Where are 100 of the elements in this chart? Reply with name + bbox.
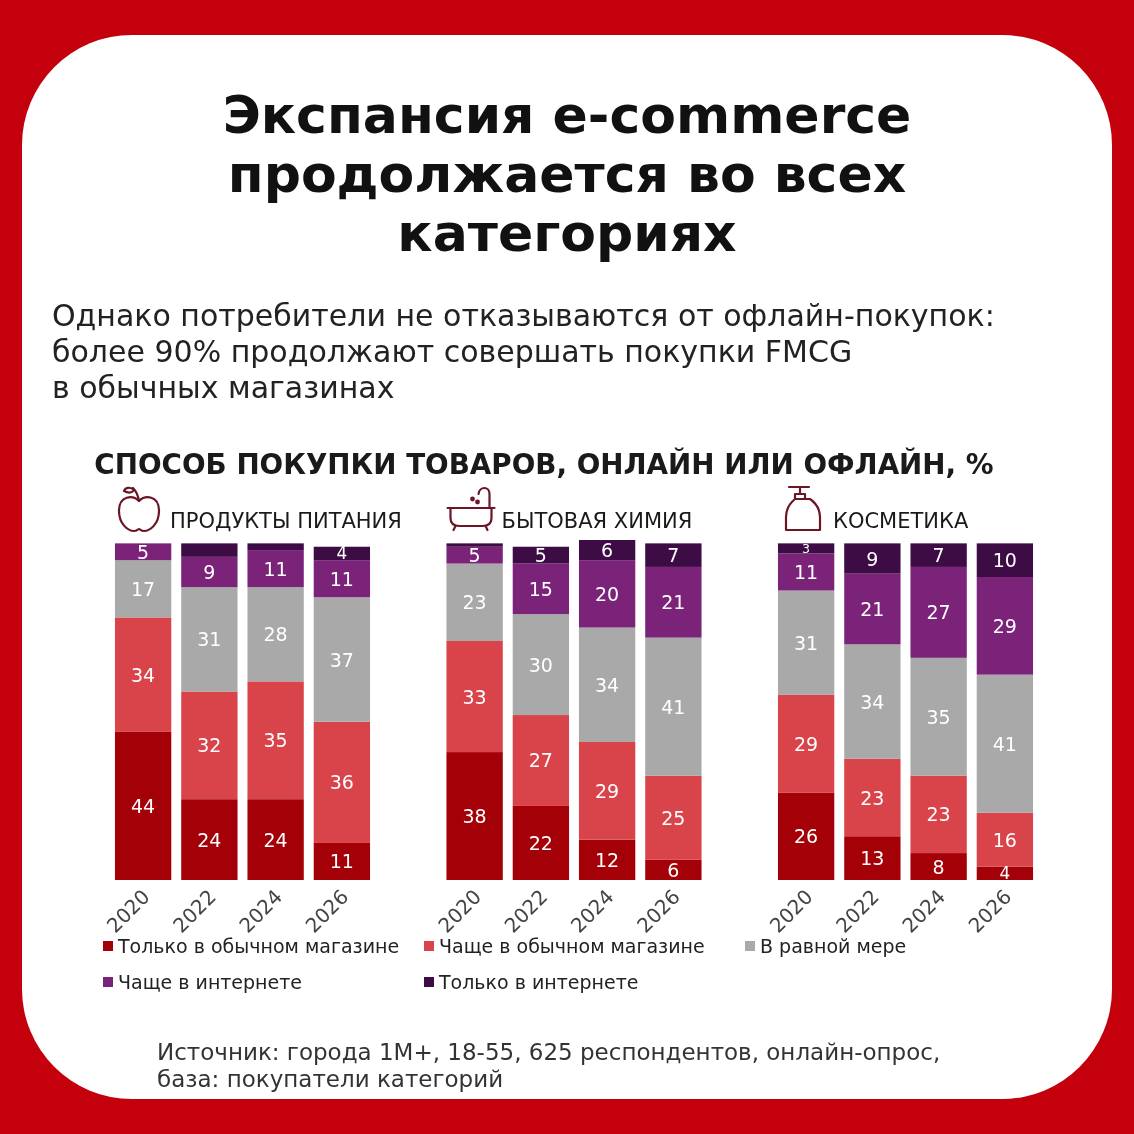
bar xyxy=(247,799,304,880)
chart-title: ПРОДУКТЫ ПИТАНИЯ xyxy=(170,509,402,533)
data-label: 34 xyxy=(860,690,885,713)
bar xyxy=(247,543,304,551)
chart-title: КОСМЕТИКА xyxy=(833,509,969,533)
bar xyxy=(181,691,238,800)
bar xyxy=(777,543,835,554)
legend-label: Чаще в интернете xyxy=(118,971,302,993)
data-label: 8 xyxy=(932,855,945,878)
data-label: 15 xyxy=(528,577,553,600)
data-label: 16 xyxy=(992,828,1017,851)
data-label: 30 xyxy=(528,653,553,676)
data-label: 4 xyxy=(999,863,1011,884)
data-label: 6 xyxy=(601,539,614,562)
bar xyxy=(446,543,503,547)
bar xyxy=(777,590,835,695)
data-label: 10 xyxy=(992,549,1017,572)
data-label: 34 xyxy=(131,663,156,686)
data-label: 27 xyxy=(926,601,951,624)
data-label: 21 xyxy=(860,598,885,621)
bar xyxy=(247,681,304,800)
data-label: 31 xyxy=(794,631,819,654)
bar xyxy=(181,556,238,588)
bar xyxy=(976,543,1034,578)
bar xyxy=(645,566,702,638)
bar xyxy=(910,657,967,776)
text: Однако потребители не отказываются от офлайн-покупок: более 90% продолжают совершать покупки FMCG в обычных магазинах xyxy=(52,298,995,405)
data-label: 33 xyxy=(462,685,487,708)
data-label: 24 xyxy=(197,828,222,851)
bar xyxy=(777,694,835,793)
data-label: 7 xyxy=(667,544,680,567)
bar xyxy=(114,560,172,618)
data-label: 5 xyxy=(137,540,150,563)
bar xyxy=(181,543,238,557)
bar xyxy=(512,805,570,880)
bar xyxy=(777,792,835,880)
data-label: 17 xyxy=(131,577,156,600)
bar xyxy=(645,543,702,567)
bar xyxy=(313,597,371,722)
data-label: 4 xyxy=(336,543,348,564)
bar xyxy=(844,644,901,759)
data-label: 29 xyxy=(992,614,1017,637)
data-label: 11 xyxy=(329,567,354,590)
data-label: 5 xyxy=(468,544,481,567)
data-label: 27 xyxy=(528,749,553,772)
text: Экспансия e-commerce продолжается во всех категориях xyxy=(222,85,912,263)
bar xyxy=(181,799,238,880)
data-label: 22 xyxy=(528,831,553,854)
bar xyxy=(976,674,1034,813)
bar xyxy=(645,775,702,860)
data-label: 41 xyxy=(992,732,1017,755)
bar xyxy=(844,543,901,574)
data-label: 28 xyxy=(263,623,288,646)
data-label: 13 xyxy=(860,847,885,870)
bar xyxy=(512,563,570,615)
data-label: 29 xyxy=(595,779,620,802)
data-label: 44 xyxy=(131,794,156,817)
text: СПОСОБ ПОКУПКИ ТОВАРОВ, ОНЛАЙН ИЛИ ОФЛАЙН, % xyxy=(94,447,994,481)
data-label: 9 xyxy=(203,560,216,583)
bar xyxy=(446,546,503,564)
data-label: 11 xyxy=(794,560,819,583)
data-label: 12 xyxy=(595,848,620,871)
bar xyxy=(446,640,503,753)
data-label: 36 xyxy=(329,771,354,794)
data-label: 23 xyxy=(462,591,487,614)
data-label: 25 xyxy=(661,806,686,829)
data-label: 6 xyxy=(667,858,680,881)
bar xyxy=(976,577,1034,675)
bar xyxy=(910,543,967,567)
data-label: 20 xyxy=(595,582,620,605)
data-label: 32 xyxy=(197,734,222,757)
data-label: 11 xyxy=(263,557,288,580)
bar xyxy=(910,566,967,658)
legend-label: Только в обычном магазине xyxy=(117,935,400,957)
data-label: 11 xyxy=(329,850,354,873)
data-label: 23 xyxy=(860,786,885,809)
data-label: 38 xyxy=(462,805,487,828)
bar xyxy=(844,573,901,645)
bar xyxy=(313,842,371,880)
bar xyxy=(512,546,570,564)
bar xyxy=(247,550,304,588)
bar xyxy=(777,553,835,591)
data-label: 35 xyxy=(263,729,288,752)
data-label: 26 xyxy=(794,825,819,848)
bar xyxy=(578,627,636,742)
bar xyxy=(645,637,702,776)
data-label: 29 xyxy=(794,732,819,755)
bar xyxy=(512,715,570,806)
chart-title: БЫТОВАЯ ХИМИЯ xyxy=(501,509,693,533)
bar xyxy=(844,758,901,837)
bar xyxy=(446,563,503,641)
bar xyxy=(446,752,503,880)
data-label: 35 xyxy=(926,705,951,728)
bar xyxy=(578,540,636,561)
bar xyxy=(844,836,901,880)
text: Источник: города 1М+, 18-55, 625 респондентов, онлайн-опрос, база: покупатели категорий xyxy=(157,1039,941,1092)
data-label: 31 xyxy=(197,628,222,651)
data-label: 41 xyxy=(661,695,686,718)
bar xyxy=(578,839,636,880)
data-label: 5 xyxy=(534,544,547,567)
